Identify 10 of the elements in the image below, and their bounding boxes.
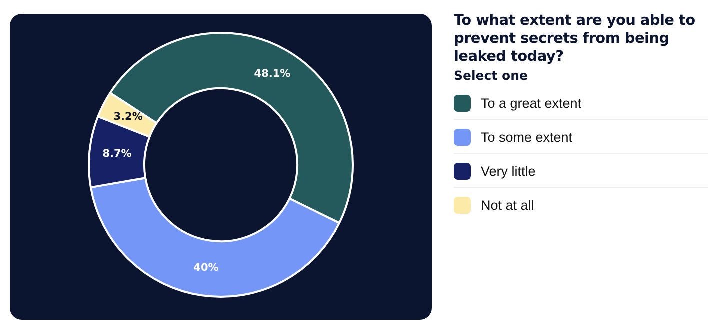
- legend-label: To a great extent: [481, 96, 582, 110]
- chart-title: To what extent are you able to prevent secrets from being leaked today?: [454, 12, 696, 66]
- legend-label: Very little: [481, 164, 536, 178]
- data-label: 8.7%: [102, 148, 132, 160]
- legend-label: Not at all: [481, 198, 534, 212]
- data-label: 48.1%: [254, 68, 292, 80]
- legend-label: To some extent: [481, 130, 573, 144]
- data-label: 3.2%: [114, 111, 144, 124]
- text: Select one: [454, 68, 529, 83]
- data-label: 40%: [194, 262, 220, 274]
